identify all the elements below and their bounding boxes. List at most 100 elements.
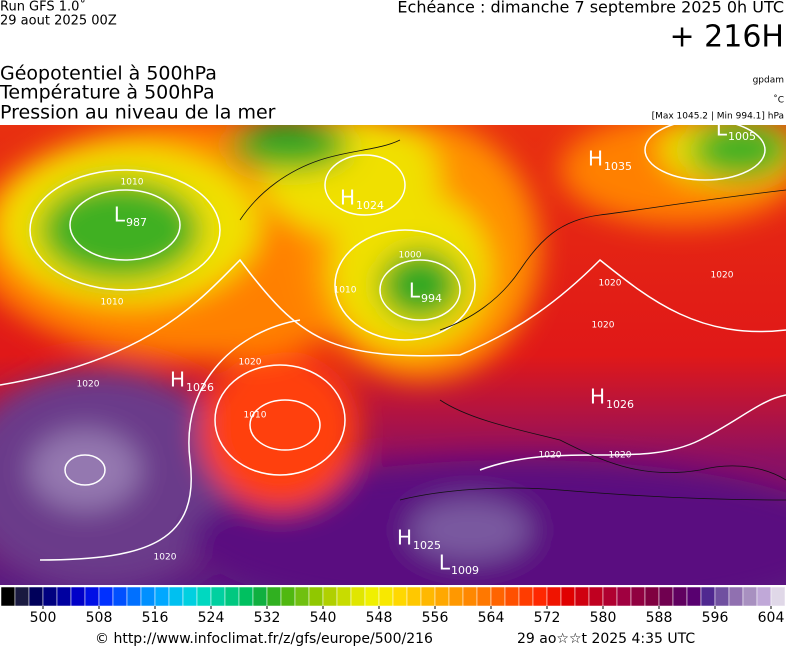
- color-swatch: [70, 586, 86, 607]
- colorbar-label: 564: [478, 610, 505, 626]
- pressure-center-value: 1024: [356, 199, 384, 212]
- pressure-center-value: 987: [126, 216, 147, 229]
- isobar-label: 1020: [77, 380, 100, 390]
- title: Pression au niveau de la mer: [0, 102, 276, 124]
- color-swatch: [770, 586, 786, 607]
- lead-time: + 216H: [670, 20, 785, 55]
- color-swatch: [686, 586, 702, 607]
- color-swatch: [728, 586, 744, 607]
- isobar-label: 1010: [244, 411, 267, 421]
- colorbar-label: 524: [198, 610, 225, 626]
- pressure-center-letter: L: [114, 203, 126, 227]
- color-swatch: [658, 586, 674, 607]
- colorbar-label: 572: [534, 610, 561, 626]
- colorbar-label: 516: [142, 610, 169, 626]
- color-swatch: [238, 586, 254, 607]
- color-swatch: [266, 586, 282, 607]
- color-swatch: [140, 586, 156, 607]
- color-swatch: [252, 586, 268, 607]
- pressure-center-letter: L: [716, 117, 728, 141]
- color-swatch: [56, 586, 72, 607]
- color-swatch: [518, 586, 534, 607]
- isobar-label: 1020: [599, 279, 622, 289]
- run-label: Run GFS 1.0˚: [0, 0, 86, 15]
- pressure-center-letter: L: [409, 279, 421, 303]
- color-swatch: [28, 586, 44, 607]
- pressure-center-letter: H: [170, 368, 185, 392]
- color-swatch: [616, 586, 632, 607]
- color-swatch: [602, 586, 618, 607]
- color-swatch: [420, 586, 436, 607]
- color-swatch: [196, 586, 212, 607]
- color-swatch: [742, 586, 758, 607]
- pressure-center-letter: L: [439, 551, 451, 575]
- color-swatch: [84, 586, 100, 607]
- colorbar-label: 580: [590, 610, 617, 626]
- colorbar-label: 588: [646, 610, 673, 626]
- color-swatch: [714, 586, 730, 607]
- unit-label: gpdam: [753, 76, 784, 86]
- color-swatch: [462, 586, 478, 607]
- pressure-center-letter: H: [397, 526, 412, 550]
- color-swatch: [280, 586, 296, 607]
- isobar-label: 1020: [539, 451, 562, 461]
- color-swatch: [630, 586, 646, 607]
- colorbar-label: 500: [30, 610, 57, 626]
- isobar-label: 1010: [121, 178, 144, 188]
- color-swatch: [308, 586, 324, 607]
- footer-source: © http://www.infoclimat.fr/z/gfs/europe/…: [95, 631, 433, 647]
- pressure-center-value: 1026: [186, 381, 214, 394]
- colorbar-label: 508: [86, 610, 113, 626]
- colorbar-label: 604: [758, 610, 785, 626]
- isobars: [0, 125, 786, 561]
- temperature-field: [0, 125, 786, 585]
- color-swatch: [98, 586, 114, 607]
- color-swatch: [294, 586, 310, 607]
- color-swatch: [700, 586, 716, 607]
- color-swatch: [504, 586, 520, 607]
- isobar-label: 1020: [711, 271, 734, 281]
- title: Géopotentiel à 500hPa: [0, 63, 217, 85]
- pressure-center-letter: H: [340, 186, 355, 210]
- pressure-center-letter: H: [590, 385, 605, 409]
- isobar-label: 1020: [239, 358, 262, 368]
- color-swatch: [364, 586, 380, 607]
- pressure-center-value: 994: [421, 292, 442, 305]
- isobar-label: 1020: [609, 451, 632, 461]
- color-swatch: [42, 586, 58, 607]
- color-swatch: [126, 586, 142, 607]
- color-swatch: [490, 586, 506, 607]
- run-date: 29 aout 2025 00Z: [0, 14, 117, 29]
- color-swatch: [546, 586, 562, 607]
- isobar-label: 1010: [334, 286, 357, 296]
- color-swatch: [448, 586, 464, 607]
- pressure-center-letter: H: [588, 147, 603, 171]
- color-swatch: [112, 586, 128, 607]
- isobar-label: 1000: [399, 251, 422, 261]
- color-swatch: [756, 586, 772, 607]
- footer-generated: 29 ao☆☆t 2025 4:35 UTC: [517, 631, 695, 647]
- colorbar-label: 540: [310, 610, 337, 626]
- colorbar-label: 596: [702, 610, 729, 626]
- color-swatch: [168, 586, 184, 607]
- color-swatch: [672, 586, 688, 607]
- unit-label: ˚C: [773, 95, 784, 106]
- colorbar-label: 532: [254, 610, 281, 626]
- color-swatch: [588, 586, 604, 607]
- color-swatch: [574, 586, 590, 607]
- isobar-label: 1020: [154, 553, 177, 563]
- color-swatch: [476, 586, 492, 607]
- colorbar-label: 548: [366, 610, 393, 626]
- color-swatch: [336, 586, 352, 607]
- pressure-center-value: 1005: [728, 130, 756, 143]
- color-swatch: [210, 586, 226, 607]
- pressure-center-value: 1009: [451, 564, 479, 577]
- color-swatch: [560, 586, 576, 607]
- color-swatch: [182, 586, 198, 607]
- color-swatch: [224, 586, 240, 607]
- color-swatch: [434, 586, 450, 607]
- color-swatch: [392, 586, 408, 607]
- pressure-center-value: 1026: [606, 398, 634, 411]
- color-swatch: [322, 586, 338, 607]
- unit-label: [Max 1045.2 | Min 994.1] hPa: [652, 112, 784, 122]
